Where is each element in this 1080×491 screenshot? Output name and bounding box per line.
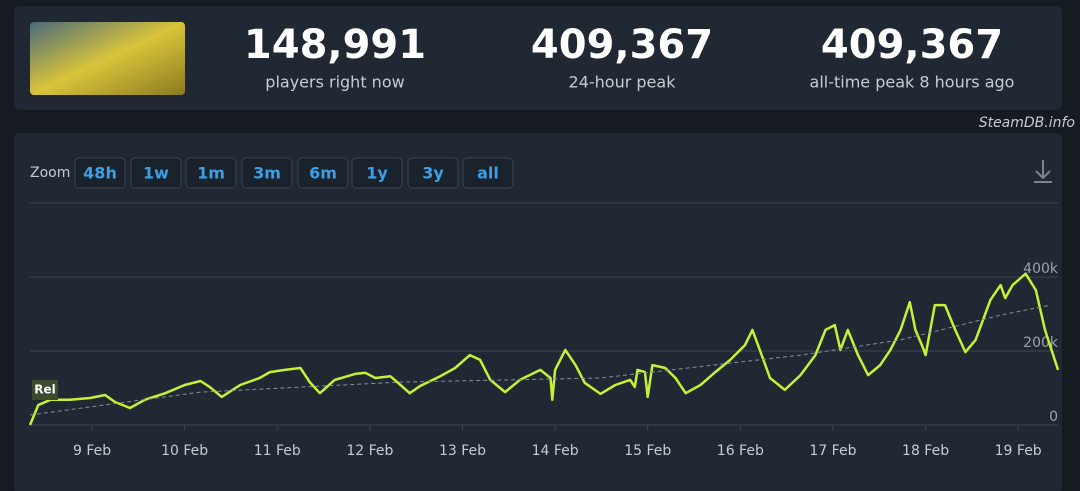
average-line (29, 304, 1051, 416)
x-tick-label: 19 Feb (995, 443, 1042, 459)
x-tick-label: 11 Feb (254, 443, 301, 459)
stat-value: 409,367 (821, 22, 1003, 68)
game-image[interactable] (30, 22, 185, 95)
y-tick-label: 0 (1049, 409, 1058, 425)
watermark: SteamDB.info (979, 115, 1075, 131)
x-tick-label: 16 Feb (717, 443, 764, 459)
zoom-button-label[interactable]: 3y (422, 164, 444, 183)
chart-card (14, 133, 1062, 491)
zoom-button-label[interactable]: 1w (143, 164, 169, 183)
x-tick-label: 15 Feb (624, 443, 671, 459)
players-line (28, 272, 1060, 426)
stat-label: players right now (265, 73, 404, 92)
x-tick-label: 17 Feb (809, 443, 856, 459)
x-tick-label: 10 Feb (161, 443, 208, 459)
annotation: Rel (34, 383, 56, 397)
annotation-box (32, 380, 58, 400)
zoom-label: Zoom (30, 165, 70, 181)
x-tick-label: 18 Feb (902, 443, 949, 459)
zoom-button-label[interactable]: 6m (309, 164, 337, 183)
zoom-button[interactable] (297, 157, 349, 189)
zoom-button[interactable] (185, 157, 237, 189)
zoom-button[interactable] (74, 157, 126, 189)
stat-value: 148,991 (244, 22, 426, 68)
y-tick-label: 200k (1023, 335, 1059, 351)
zoom-button[interactable] (407, 157, 459, 189)
x-tick-label: 9 Feb (73, 443, 111, 459)
x-tick-label: 14 Feb (532, 443, 579, 459)
stat-label: 24-hour peak (569, 73, 677, 92)
stat-label: all-time peak 8 hours ago (810, 73, 1015, 92)
y-tick-label: 400k (1023, 261, 1059, 277)
zoom-button-label[interactable]: 3m (253, 164, 281, 183)
x-tick-label: 12 Feb (346, 443, 393, 459)
zoom-button[interactable] (241, 157, 293, 189)
zoom-button[interactable] (351, 157, 403, 189)
stats-card (14, 6, 1062, 110)
stat-value: 409,367 (531, 22, 713, 68)
zoom-button[interactable] (462, 157, 514, 189)
zoom-button-label[interactable]: all (477, 164, 499, 183)
x-tick-label: 13 Feb (439, 443, 486, 459)
zoom-button[interactable] (130, 157, 182, 189)
zoom-button-label[interactable]: 1m (197, 164, 225, 183)
zoom-button-label[interactable]: 1y (366, 164, 388, 183)
download-icon[interactable] (1034, 160, 1052, 183)
zoom-button-label[interactable]: 48h (83, 164, 117, 183)
